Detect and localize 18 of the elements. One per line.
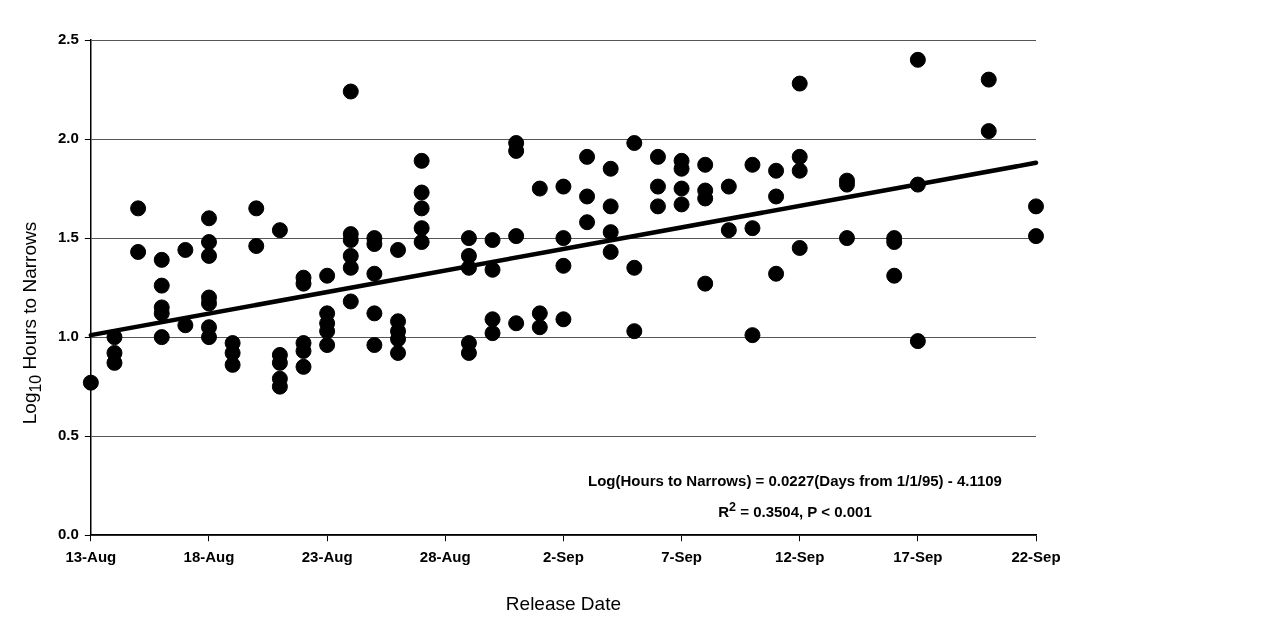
y-tick-label: 0.0	[57, 525, 79, 543]
y-tick-label: 0.5	[57, 426, 79, 444]
y-tick-label: 1.5	[57, 228, 79, 246]
x-tick-label: 12-Sep	[775, 548, 825, 566]
x-tick-label: 17-Sep	[893, 548, 943, 566]
y-tick-label: 2.5	[57, 30, 79, 48]
x-tick-label: 13-Aug	[65, 548, 117, 566]
x-tick-label: 22-Sep	[1011, 548, 1061, 566]
x-tick-label: 28-Aug	[419, 548, 471, 566]
x-tick-label: 18-Aug	[183, 548, 235, 566]
y-tick-label: 1.0	[57, 327, 79, 345]
annotation: Log(Hours to Narrows) = 0.0227(Days from 1/1/95) - 4.1109	[587, 471, 1003, 491]
x-tick-label: 23-Aug	[301, 548, 353, 566]
x-tick-label: 2-Sep	[543, 548, 584, 566]
y-tick-label: 2.0	[57, 129, 79, 147]
annotation: R$^{2}$ = 0.3504, P < 0.001	[717, 499, 873, 522]
x-axis-title: Release Date	[505, 592, 621, 614]
x-tick-label: 7-Sep	[661, 548, 702, 566]
